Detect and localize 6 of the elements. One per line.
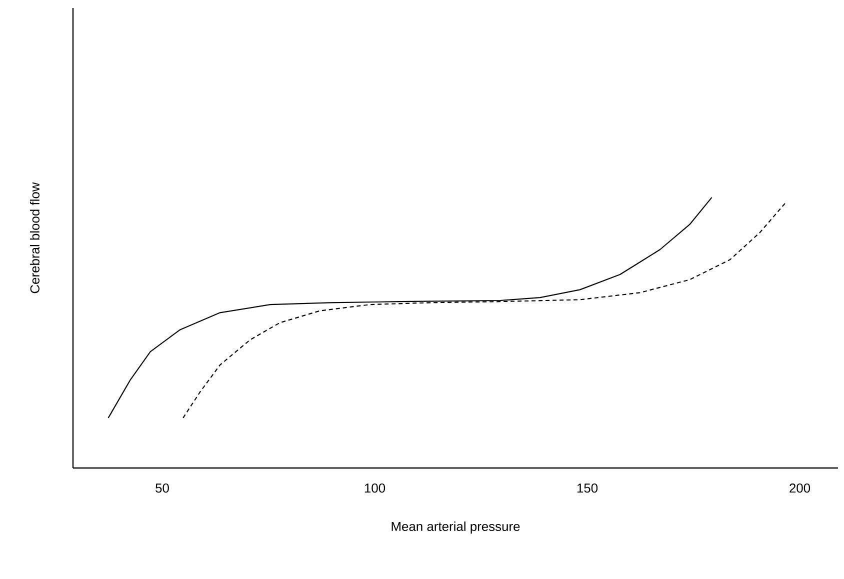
x-axis-title: Mean arterial pressure: [392, 522, 520, 534]
y-axis-title: Cerebral blood flow: [30, 182, 40, 294]
x-tick-label: 200: [790, 484, 810, 493]
x-tick-label: 150: [577, 484, 598, 493]
x-tick-label: 50: [156, 484, 169, 493]
x-tick-label: 100: [364, 484, 386, 493]
